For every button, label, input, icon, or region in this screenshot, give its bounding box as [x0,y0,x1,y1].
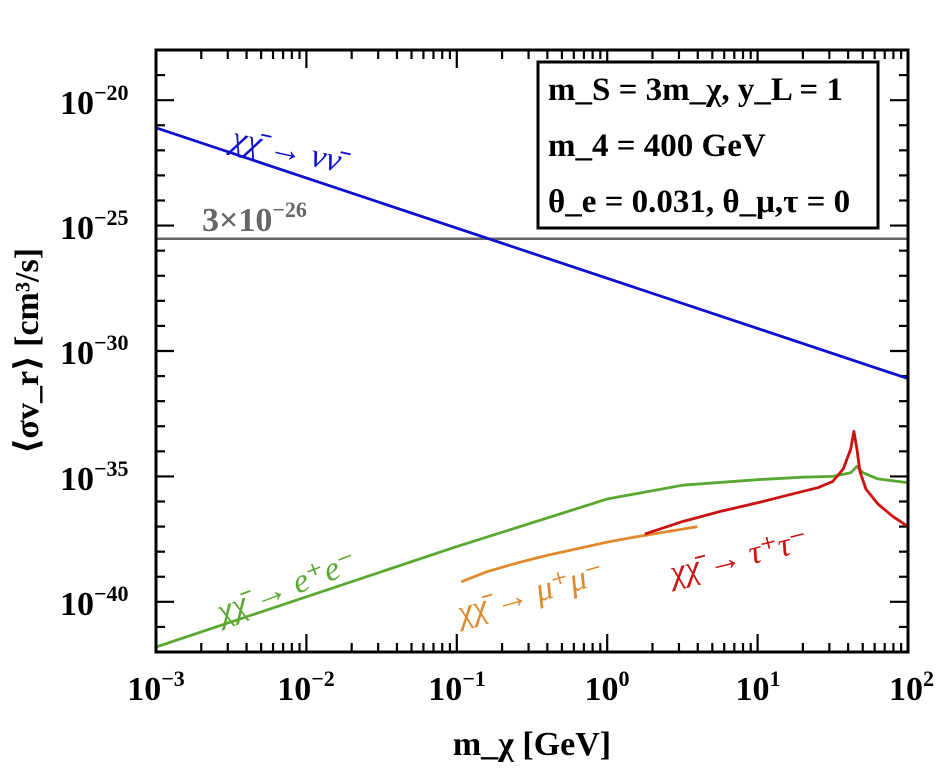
y-tick-labels: 10−20 10−25 10−30 10−35 10−40 [60,80,129,623]
y-tick-label: 10−35 [60,456,129,498]
x-tick-label: 101 [736,666,781,708]
legend-box [536,60,880,230]
y-axis-title: ⟨σv_r⟩ [cm³/s] [9,248,46,454]
series-mu-line [460,525,698,584]
x-tick-label: 102 [889,666,934,708]
legend-line-1: m_S = 3m_χ, y_L = 1 [548,72,843,108]
x-tick-label: 10−1 [428,666,486,708]
series-nu-line [156,126,908,380]
legend-line-2: m_4 = 400 GeV [548,128,766,164]
x-tick-label: 10−3 [127,666,185,708]
y-tick-label: 10−20 [60,80,129,122]
data-series [156,126,908,649]
x-tick-label: 10−2 [277,666,335,708]
y-tick-label: 10−30 [60,330,129,372]
series-tau-line [644,429,908,536]
y-tick-label: 10−25 [60,205,129,247]
legend-line-3: θ_e = 0.031, θ_μ,τ = 0 [548,184,850,220]
y-tick-label: 10−40 [60,581,129,623]
legend: m_S = 3m_χ, y_L = 1 m_4 = 400 GeV θ_e = … [536,60,880,230]
series-e-line [156,464,908,649]
reference-line-label: 3×10−26 [202,197,307,239]
x-axis-title: m_χ [GeV] [453,726,611,763]
x-tick-labels: 10−3 10−2 10−1 100 101 102 [127,666,934,708]
x-tick-label: 100 [585,666,630,708]
plot-frame [154,48,910,654]
